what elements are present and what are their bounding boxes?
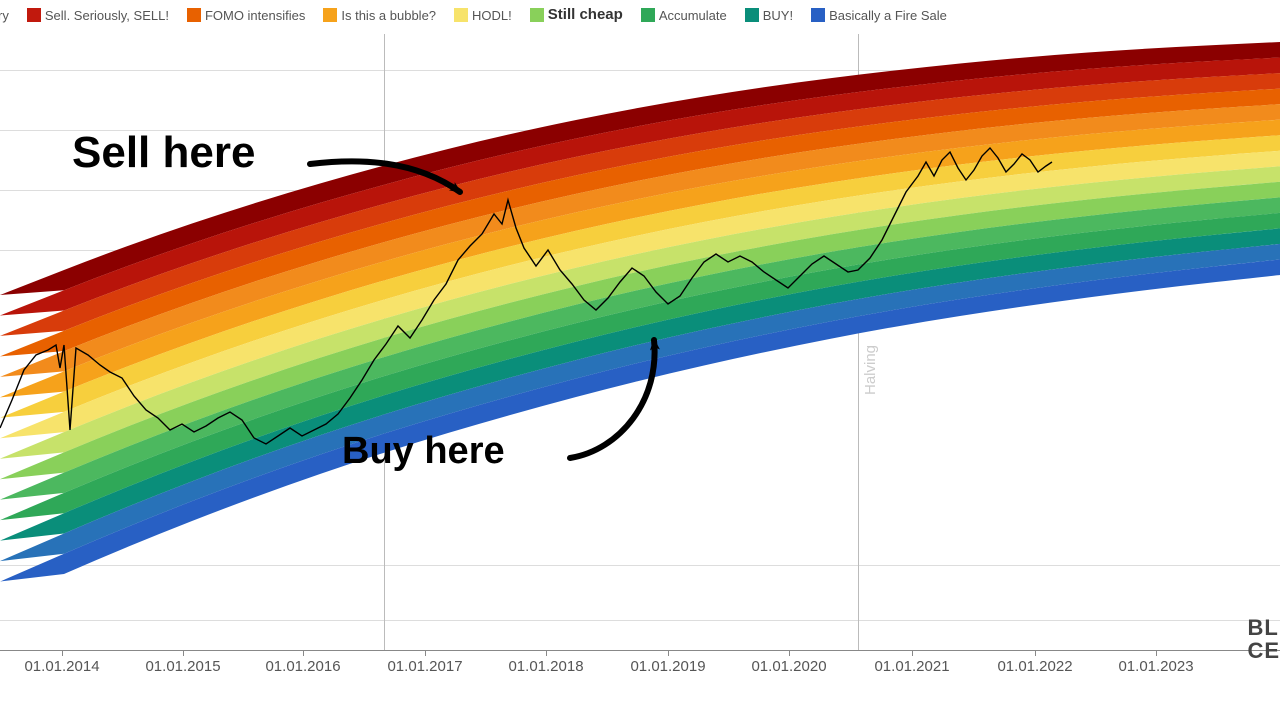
legend-swatch bbox=[530, 8, 544, 22]
legend-label: HODL! bbox=[472, 8, 512, 23]
legend-label: FOMO intensifies bbox=[205, 8, 305, 23]
watermark: BL CE bbox=[1247, 616, 1280, 662]
legend-label: Sell. Seriously, SELL! bbox=[45, 8, 169, 23]
legend-label: Still cheap bbox=[548, 6, 623, 23]
legend-swatch bbox=[454, 8, 468, 22]
x-tick: 01.01.2020 bbox=[751, 658, 826, 675]
x-tick: 01.01.2023 bbox=[1118, 658, 1193, 675]
legend-item: BUY! bbox=[745, 7, 793, 23]
legend-label: Accumulate bbox=[659, 8, 727, 23]
x-tick: 01.01.2015 bbox=[145, 658, 220, 675]
x-tick: 01.01.2022 bbox=[997, 658, 1072, 675]
legend-swatch bbox=[811, 8, 825, 22]
watermark-line1: BL bbox=[1247, 616, 1280, 639]
buy-here-label: Buy here bbox=[342, 430, 505, 473]
rainbow-chart: HalvingHalving ritorySell. Seriously, SE… bbox=[0, 0, 1280, 720]
legend-item: ritory bbox=[0, 7, 9, 23]
watermark-line2: CE bbox=[1247, 639, 1280, 662]
legend-swatch bbox=[323, 8, 337, 22]
legend-item: Sell. Seriously, SELL! bbox=[27, 7, 169, 23]
sell-here-label: Sell here bbox=[72, 128, 255, 178]
legend-label: ritory bbox=[0, 8, 9, 23]
rainbow-bands bbox=[0, 42, 1280, 582]
legend-item: HODL! bbox=[454, 7, 512, 23]
legend-item: FOMO intensifies bbox=[187, 7, 305, 23]
legend-swatch bbox=[27, 8, 41, 22]
x-tick: 01.01.2014 bbox=[24, 658, 99, 675]
legend-item: Still cheap bbox=[530, 6, 623, 23]
chart-svg bbox=[0, 0, 1280, 720]
x-tick: 01.01.2017 bbox=[387, 658, 462, 675]
legend-swatch bbox=[187, 8, 201, 22]
legend: ritory Sell. Seriously, SELL! FOMO intensi… bbox=[0, 6, 1280, 32]
x-tick: 01.01.2016 bbox=[265, 658, 340, 675]
legend-item: Accumulate bbox=[641, 7, 727, 23]
x-axis: 01.01.2014 01.01.2015 01.01.2016 01.01.2017… bbox=[0, 658, 1280, 688]
legend-label: Basically a Fire Sale bbox=[829, 8, 947, 23]
legend-label: Is this a bubble? bbox=[341, 8, 436, 23]
legend-item: Is this a bubble? bbox=[323, 7, 436, 23]
legend-item: Basically a Fire Sale bbox=[811, 7, 947, 23]
x-tick: 01.01.2021 bbox=[874, 658, 949, 675]
x-axis-line bbox=[0, 650, 1280, 651]
x-tick: 01.01.2018 bbox=[508, 658, 583, 675]
legend-swatch bbox=[641, 8, 655, 22]
legend-swatch bbox=[745, 8, 759, 22]
legend-label: BUY! bbox=[763, 8, 793, 23]
x-tick: 01.01.2019 bbox=[630, 658, 705, 675]
